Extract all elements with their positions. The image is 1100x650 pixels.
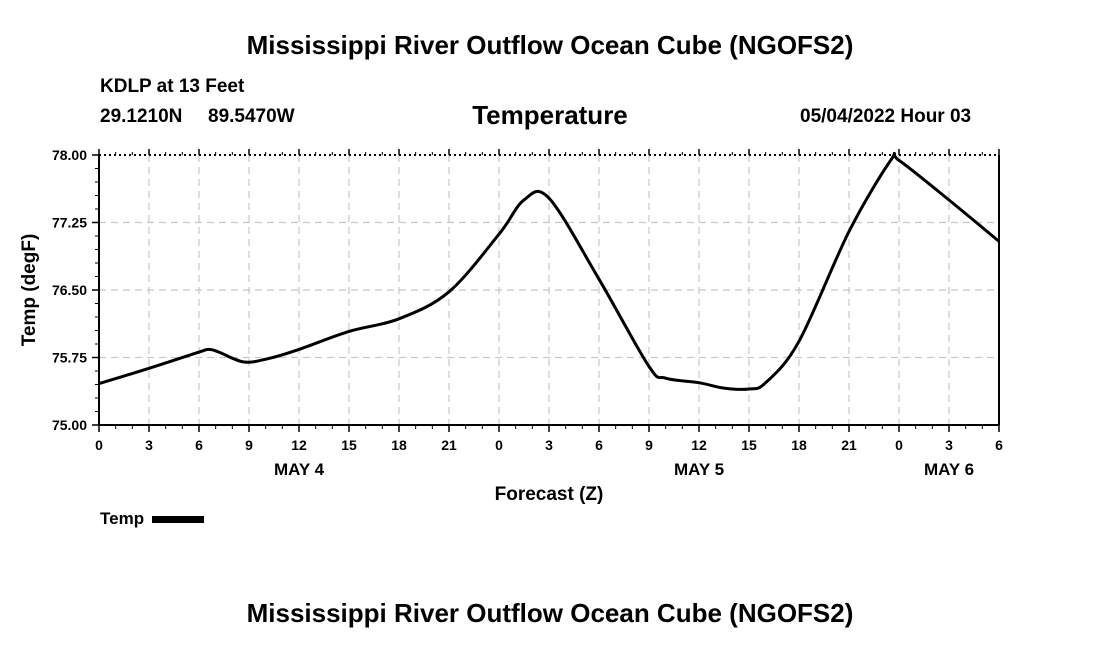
- day-label: MAY 5: [674, 460, 724, 479]
- x-tick-label: 6: [595, 437, 603, 453]
- y-tick-label: 76.50: [52, 282, 87, 298]
- station-longitude: 89.5470W: [208, 106, 295, 127]
- legend-line-swatch: [152, 515, 205, 523]
- day-label: MAY 4: [274, 460, 325, 479]
- chart-title: Temperature: [472, 100, 628, 130]
- x-axis-label: Forecast (Z): [495, 484, 604, 505]
- grid: [99, 155, 999, 425]
- x-tick-label: 18: [391, 437, 407, 453]
- x-tick-label: 0: [95, 437, 103, 453]
- footer-title: Mississippi River Outflow Ocean Cube (NG…: [246, 598, 854, 628]
- x-tick-label: 12: [691, 437, 707, 453]
- x-tick-label: 3: [945, 437, 953, 453]
- y-tick-label: 78.00: [52, 147, 87, 163]
- y-tick-label: 75.75: [52, 350, 87, 366]
- series: [98, 151, 1000, 391]
- x-tick-label: 21: [841, 437, 857, 453]
- station-label: KDLP at 13 Feet: [100, 76, 245, 97]
- x-tick-label: 9: [245, 437, 253, 453]
- x-tick-label: 6: [195, 437, 203, 453]
- y-tick-label: 75.00: [52, 417, 87, 433]
- y-tick-label: 77.25: [52, 215, 87, 231]
- forecast-datetime: 05/04/2022 Hour 03: [800, 106, 972, 127]
- x-tick-label: 0: [895, 437, 903, 453]
- x-tick-label: 3: [145, 437, 153, 453]
- axes: 0 3 6 9 12 15 18 21 0 3 6 9 12 15 18 21 0 3 6 75.00 75.75 76.…: [52, 147, 1003, 479]
- legend-label: Temp: [100, 509, 145, 528]
- x-tick-label: 3: [545, 437, 553, 453]
- x-tick-label: 0: [495, 437, 503, 453]
- legend: Temp: [100, 509, 205, 529]
- y-axis-label: Temp (degF): [19, 234, 40, 347]
- x-tick-label: 6: [995, 437, 1003, 453]
- x-tick-label: 15: [341, 437, 357, 453]
- x-tick-label: 12: [291, 437, 307, 453]
- x-tick-label: 21: [441, 437, 457, 453]
- station-latitude: 29.1210N: [100, 106, 183, 127]
- x-tick-label: 9: [645, 437, 653, 453]
- x-tick-label: 15: [741, 437, 757, 453]
- x-tick-label: 18: [791, 437, 807, 453]
- page-title: Mississippi River Outflow Ocean Cube (NG…: [246, 30, 854, 60]
- day-label: MAY 6: [924, 460, 974, 479]
- series-line-temp: [98, 151, 1000, 391]
